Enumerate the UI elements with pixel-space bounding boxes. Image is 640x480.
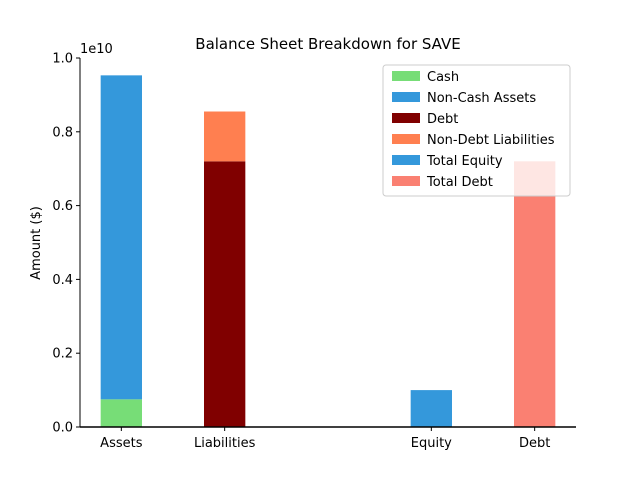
legend-swatch-debt xyxy=(392,113,420,123)
x-tick-label-liabilities: Liabilities xyxy=(194,436,256,451)
legend-swatch-cash xyxy=(392,71,420,81)
axes-layer: 0.0 0.2 0.4 0.6 0.8 1.0 Assets Liabilities Equit… xyxy=(52,52,576,451)
legend-swatch-non-cash-assets xyxy=(392,92,420,102)
legend-label-debt: Debt xyxy=(427,112,458,127)
y-tick-label: 0.0 xyxy=(52,421,73,436)
y-tick-label: 1.0 xyxy=(52,52,73,67)
bar-cash xyxy=(100,399,142,427)
legend: Cash Non-Cash Assets Debt Non-Debt Liabilit… xyxy=(382,64,571,197)
x-tick-label-debt: Debt xyxy=(519,436,550,451)
bar-debt xyxy=(204,161,246,427)
legend-frame xyxy=(382,64,571,197)
bar-total-equity xyxy=(410,390,452,427)
x-tick-label-equity: Equity xyxy=(411,436,452,451)
y-tick-label: 0.8 xyxy=(52,125,73,140)
legend-swatch-non-debt-liabilities xyxy=(392,134,420,144)
y-tick-label: 0.2 xyxy=(52,347,73,362)
legend-label-non-debt-liabilities: Non-Debt Liabilities xyxy=(427,133,555,148)
bar-total-debt xyxy=(514,161,556,427)
x-tick-label-assets: Assets xyxy=(100,436,143,451)
legend-label-non-cash-assets: Non-Cash Assets xyxy=(427,91,536,106)
legend-label-total-equity: Total Equity xyxy=(426,154,503,169)
legend-label-cash: Cash xyxy=(427,70,459,85)
y-axis-multiplier: 1e10 xyxy=(80,42,113,57)
bars-layer xyxy=(100,75,556,427)
chart-title: Balance Sheet Breakdown for SAVE xyxy=(195,35,460,53)
legend-swatch-total-debt xyxy=(392,176,420,186)
y-axis-label: Amount ($) xyxy=(29,206,44,280)
bar-non-debt-liabilities xyxy=(204,111,246,162)
bar-non-cash-assets xyxy=(100,75,142,400)
y-tick-label: 0.4 xyxy=(52,273,73,288)
legend-swatch-total-equity xyxy=(392,155,420,165)
legend-label-total-debt: Total Debt xyxy=(426,175,493,190)
y-tick-label: 0.6 xyxy=(52,199,73,214)
